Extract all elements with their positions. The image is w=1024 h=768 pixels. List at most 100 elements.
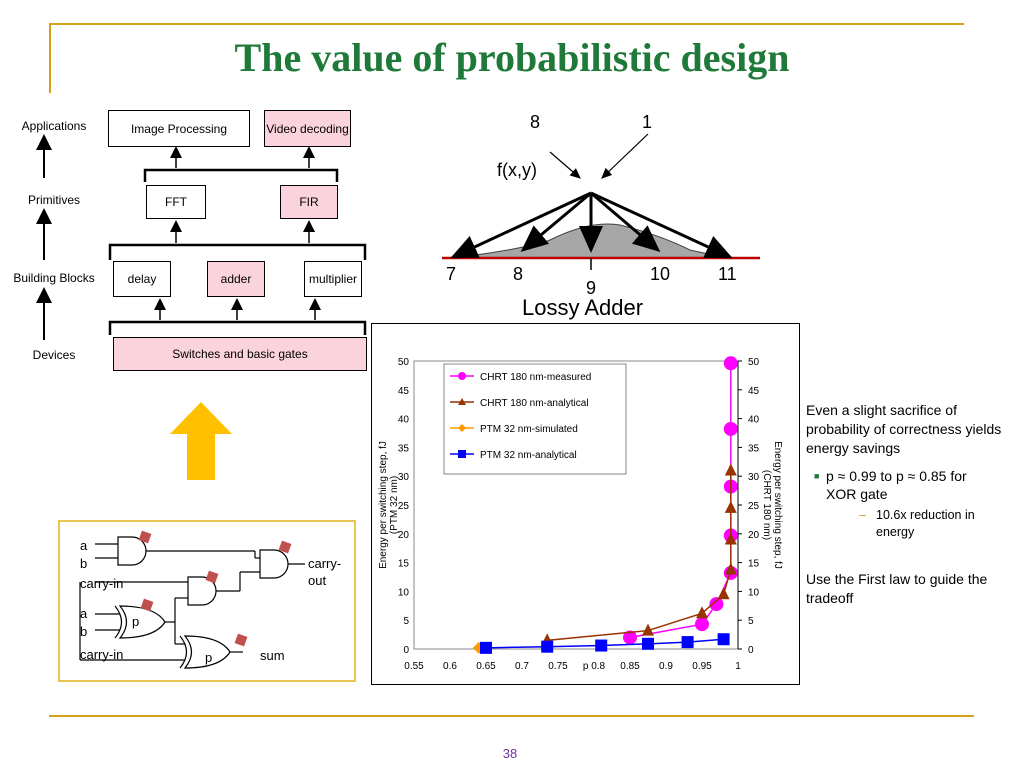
- note-bullet-text: p ≈ 0.99 to p ≈ 0.85 for XOR gate: [826, 468, 967, 502]
- box-multiplier: multiplier: [304, 261, 362, 297]
- full-adder-circuit: [79, 530, 305, 669]
- y-tick-label-left: 50: [398, 357, 410, 368]
- level-devices: Devices: [32, 348, 76, 362]
- y-tick-label-left: 30: [398, 472, 410, 483]
- box-image-processing: Image Processing: [108, 110, 250, 147]
- y-tick-label-right: 50: [748, 357, 760, 368]
- level-applications: Applications: [21, 119, 87, 133]
- circuit-label-carryin1: carry-in: [80, 576, 124, 591]
- data-point: [681, 636, 694, 649]
- bottom-rule: [49, 715, 974, 717]
- circuit-label-b2: b: [80, 624, 88, 639]
- data-point: [595, 639, 608, 652]
- y-tick-label-left: 15: [398, 559, 410, 570]
- dice-icon: [138, 530, 292, 647]
- data-point: [724, 500, 737, 513]
- legend-label: CHRT 180 nm-analytical: [480, 398, 589, 409]
- top-rule: [49, 23, 964, 25]
- title-accent-rule: [49, 23, 51, 93]
- y-tick-label-right: 20: [748, 530, 760, 541]
- data-point: [724, 532, 737, 545]
- adder-output-9: 9: [586, 278, 597, 298]
- y-tick-label-right: 0: [748, 645, 754, 656]
- level-primitives: Primitives: [27, 193, 80, 207]
- data-point: [541, 640, 554, 653]
- data-point: [623, 630, 637, 645]
- data-point: [480, 641, 492, 654]
- series-line: [547, 470, 732, 642]
- adder-output-10: 10: [650, 264, 671, 284]
- data-point: [724, 463, 737, 476]
- y-axis-label-right-line: Energy per switching step, fJ: [772, 441, 783, 569]
- y-tick-label-left: 10: [398, 587, 410, 598]
- y-tick-label-right: 10: [748, 587, 760, 598]
- note-main: Even a slight sacrifice of probability o…: [806, 402, 1002, 456]
- legend-label: PTM 32 nm-simulated: [480, 424, 578, 435]
- data-point: [723, 421, 738, 436]
- lossy-adder-diagram: [442, 133, 760, 270]
- data-point: [717, 587, 730, 600]
- note-sub-text: 10.6x reduction in energy: [876, 508, 975, 539]
- y-tick-label-left: 45: [398, 386, 410, 397]
- circuit-label-carry: carry-: [308, 556, 342, 571]
- y-tick-label-right: 5: [748, 616, 754, 627]
- legend-marker: [458, 372, 466, 380]
- x-tick-label: 0.7: [515, 661, 529, 672]
- box-adder: adder: [207, 261, 265, 297]
- page-number: 38: [502, 746, 518, 761]
- circuit-label-out: out: [308, 573, 327, 588]
- circuit-label-carryin2: carry-in: [80, 647, 124, 662]
- x-tick-label: 0.75: [548, 661, 568, 672]
- y-tick-label-right: 25: [748, 501, 760, 512]
- x-tick-label: 0.65: [476, 661, 496, 672]
- circuit-label-a1: a: [80, 538, 88, 553]
- x-tick-label: p 0.8: [583, 661, 606, 672]
- data-point: [717, 633, 730, 646]
- legend-marker: [458, 424, 466, 432]
- bullet-icon: ■: [814, 471, 820, 481]
- y-axis-label-left: Energy per switching step, fJ(PTM 32 nm): [378, 441, 400, 569]
- data-point: [723, 356, 738, 371]
- circuit-label-p2: p: [205, 650, 213, 665]
- circuit-label-a2: a: [80, 606, 88, 621]
- y-tick-label-right: 40: [748, 415, 760, 426]
- box-fft: FFT: [146, 185, 206, 219]
- y-tick-label-right: 35: [748, 443, 760, 454]
- data-point: [696, 606, 708, 619]
- hierarchy-diagram: [36, 134, 367, 340]
- circuit-label-b1: b: [80, 556, 88, 571]
- legend-box: [443, 363, 627, 475]
- box-video-decoding: Video decoding: [264, 110, 351, 147]
- y-axis-label-left-line: Energy per switching step, fJ: [378, 441, 389, 569]
- y-tick-label-right: 15: [748, 559, 760, 570]
- legend-label: CHRT 180 nm-measured: [480, 372, 591, 383]
- note-sub: – 10.6x reduction in energy: [859, 507, 1001, 541]
- adder-output-11: 11: [718, 264, 737, 284]
- adder-input-8: 8: [530, 112, 541, 132]
- y-tick-label-left: 25: [398, 501, 410, 512]
- y-axis-label-left-line: (PTM 32 nm): [389, 476, 400, 534]
- x-tick-label: 1: [735, 661, 741, 672]
- box-switches-gates: Switches and basic gates: [113, 337, 367, 371]
- adder-output-8: 8: [513, 264, 524, 284]
- adder-output-7: 7: [446, 264, 457, 284]
- y-tick-label-right: 30: [748, 472, 760, 483]
- note-tradeoff: Use the First law to guide the tradeoff: [806, 571, 988, 606]
- legend-marker: [458, 450, 466, 458]
- legend-label: PTM 32 nm-analytical: [480, 450, 577, 461]
- x-tick-label: 0.85: [620, 661, 640, 672]
- box-delay: delay: [113, 261, 171, 297]
- y-tick-label-left: 35: [398, 443, 410, 454]
- data-point: [724, 562, 737, 575]
- y-axis-label-right-line: (CHRT 180 nm): [761, 470, 772, 540]
- slide-title: The value of probabilistic design: [234, 35, 790, 80]
- x-tick-label: 0.9: [659, 661, 673, 672]
- data-point: [709, 597, 724, 612]
- data-point: [642, 623, 654, 636]
- box-fir: FIR: [280, 185, 338, 219]
- circuit-label-p1: p: [132, 614, 140, 629]
- x-tick-label: 0.95: [692, 661, 712, 672]
- note-bullet: ■ p ≈ 0.99 to p ≈ 0.85 for XOR gate: [814, 467, 998, 503]
- y-tick-label-left: 0: [403, 645, 409, 656]
